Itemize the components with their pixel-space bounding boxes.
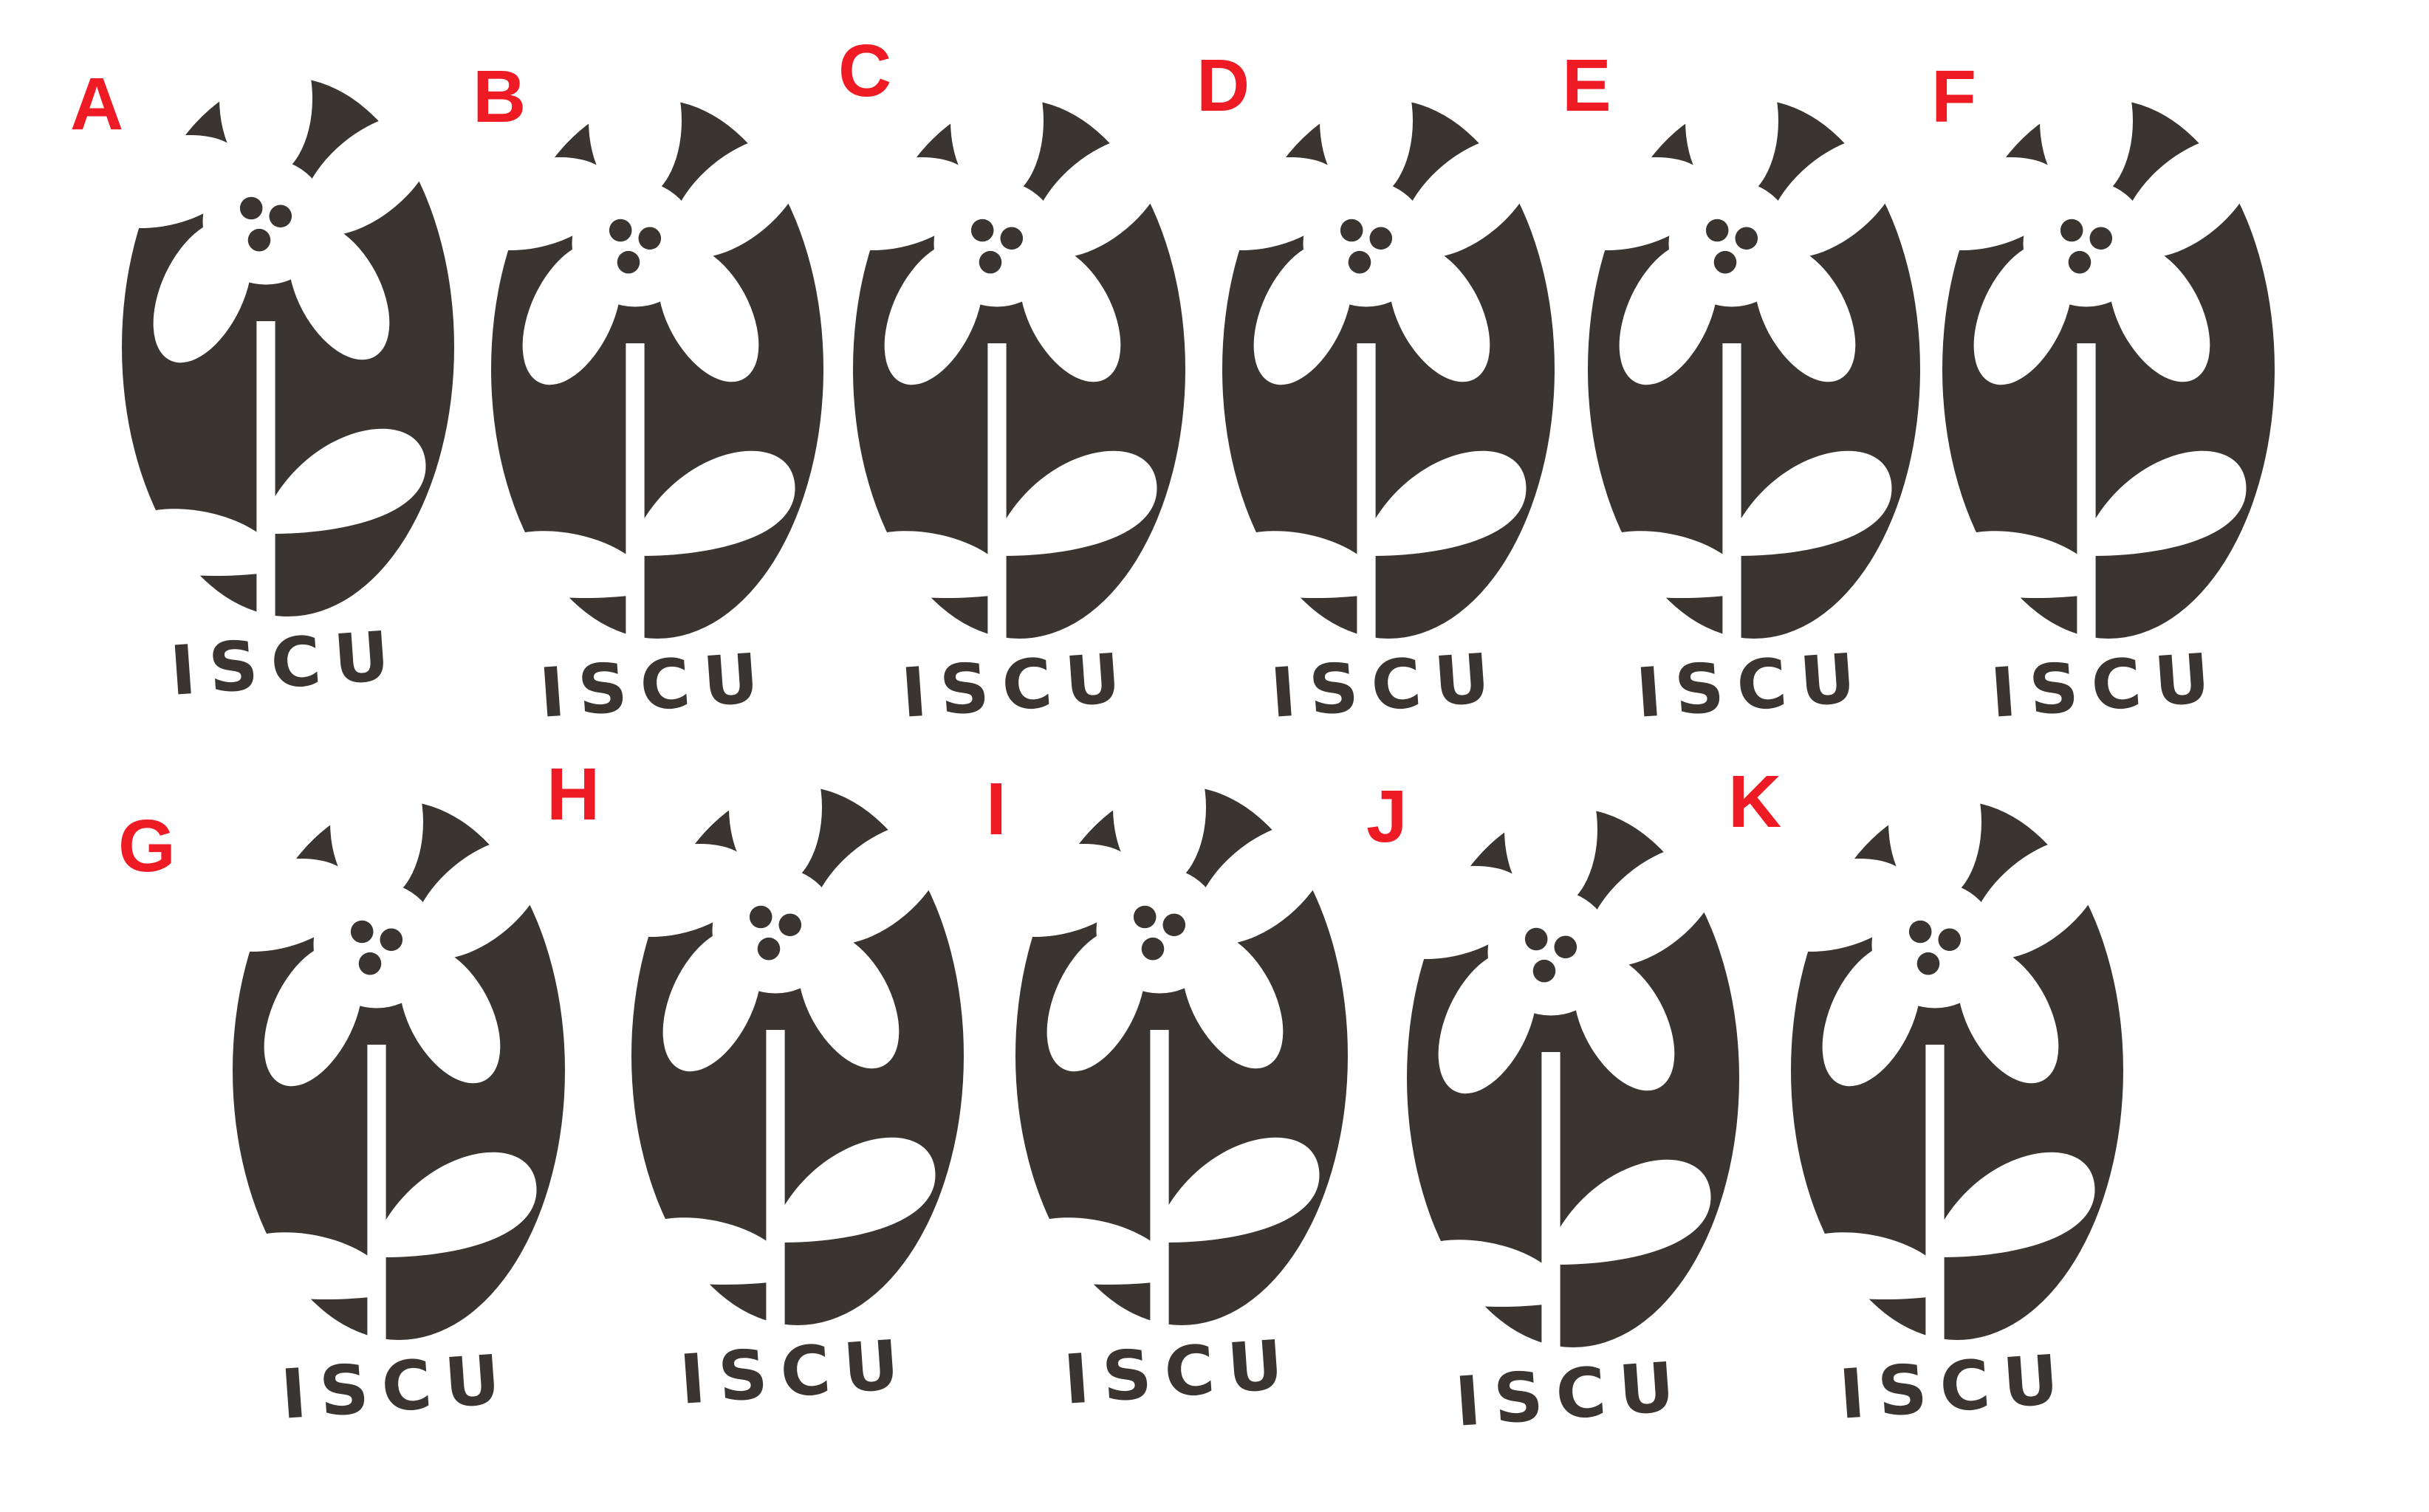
logo-variant-k: K ISCU: [1728, 742, 2126, 1434]
logo-variant-i: I ISCU: [971, 727, 1351, 1420]
brand-text: ISCU: [278, 1339, 515, 1434]
logo-variant-a: A ISCU: [70, 18, 457, 711]
logo-variant-c: C ISCU: [809, 30, 1188, 733]
variant-letter: D: [1196, 44, 1250, 127]
brand-text: ISCU: [537, 638, 774, 733]
brand-text: ISCU: [1634, 638, 1871, 733]
variant-letter: I: [986, 768, 1007, 850]
logo-variant-g: G ISCU: [118, 742, 568, 1434]
brand-text: ISCU: [1061, 1324, 1298, 1420]
variant-letter: J: [1366, 775, 1408, 858]
variant-letter: A: [70, 63, 123, 145]
variant-letter: K: [1728, 760, 1781, 843]
logo-variant-f: F ISCU: [1898, 41, 2278, 733]
brand-text: ISCU: [677, 1324, 914, 1420]
brand-text: ISCU: [1837, 1339, 2074, 1434]
logo-variant-e: E ISCU: [1544, 41, 1923, 733]
logo-variant-b: B ISCU: [447, 41, 826, 733]
variant-letter: E: [1562, 44, 1611, 127]
variant-letter: B: [473, 55, 526, 138]
brand-text: ISCU: [1268, 638, 1505, 733]
brand-text: ISCU: [168, 616, 405, 711]
variant-letter: H: [547, 753, 600, 836]
variant-letter: G: [118, 805, 176, 887]
brand-text: ISCU: [899, 638, 1136, 733]
variant-letter: C: [838, 30, 891, 112]
brand-text: ISCU: [1453, 1347, 1690, 1442]
logo-variant-d: D ISCU: [1178, 41, 1558, 733]
logo-variant-j: J ISCU: [1363, 749, 1742, 1442]
logo-variant-h: H ISCU: [547, 727, 967, 1420]
variant-letter: F: [1931, 55, 1976, 138]
brand-text: ISCU: [1988, 638, 2225, 733]
